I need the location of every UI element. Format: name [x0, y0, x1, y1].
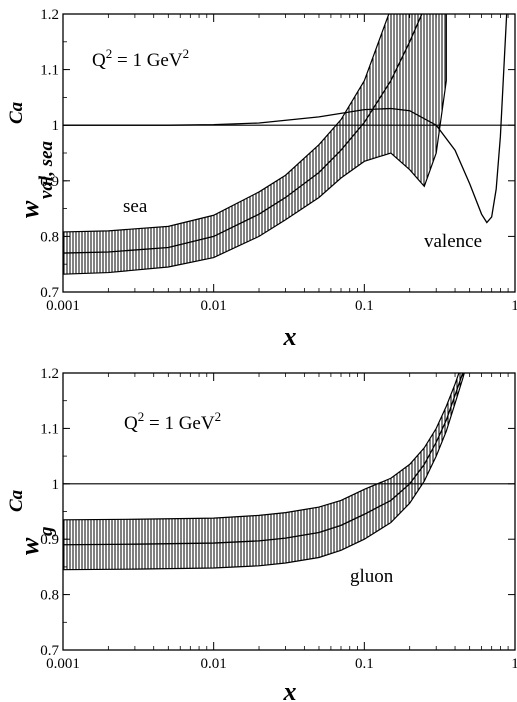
bottom-axes: 0.7 0.8 0.9 1 1.1 1.2 0.001 0.01 0.1 1	[40, 366, 517, 672]
gluon-line	[63, 373, 464, 546]
top-ytick-label: 1.2	[40, 7, 59, 23]
bottom-ytick-label: 0.7	[40, 643, 59, 659]
sea-label: sea	[123, 196, 148, 217]
top-q2-annotation: Q2 = 1 GeV2	[92, 46, 189, 71]
bottom-ytick-label: 1.1	[40, 421, 59, 437]
top-y-axis-label: w val, sea Ca	[6, 101, 57, 218]
top-xtick-label: 0.001	[46, 298, 80, 314]
bottom-xtick-label: 1	[511, 656, 517, 672]
sea-band	[63, 14, 447, 275]
bottom-ytick-label: 1	[52, 477, 60, 493]
valence-label: valence	[424, 231, 482, 252]
bottom-xlabel: x	[283, 677, 297, 702]
bottom-xtick-label: 0.001	[46, 656, 80, 672]
top-ylabel-superscript: Ca	[6, 101, 27, 124]
bottom-plot-area	[63, 373, 515, 571]
top-panel: w val, sea Ca 0.70.80.911.11.20.001 0.01 0…	[6, 7, 517, 351]
top-ytick-label: 1.1	[40, 63, 59, 79]
bottom-ytick-label: 1.2	[40, 366, 59, 382]
top-xtick-label: 1	[511, 298, 517, 314]
sea-line	[63, 14, 423, 254]
bottom-ytick-label: 0.9	[40, 532, 59, 548]
gluon-label: gluon	[350, 566, 394, 587]
bottom-ylabel-subscript: g	[36, 527, 57, 538]
bottom-ytick-label: 0.8	[40, 588, 59, 604]
top-xlabel: x	[283, 322, 297, 351]
top-ytick-label: 0.9	[40, 174, 59, 190]
top-ylabel-main: w	[15, 200, 44, 218]
top-ytick-label: 0.7	[40, 285, 59, 301]
top-ytick-label: 0.8	[40, 229, 59, 245]
top-ylabel-subscript: val, sea	[36, 140, 57, 199]
top-plot-area	[63, 14, 515, 275]
bottom-q2-annotation: Q2 = 1 GeV2	[124, 409, 221, 434]
valence-line	[63, 14, 508, 224]
bottom-ylabel-superscript: Ca	[6, 489, 27, 512]
bottom-xtick-label: 0.1	[355, 656, 374, 672]
top-axes: 0.7 0.8 0.9 1 1.1 1.2 0.001 0.01 0.1 1	[40, 7, 517, 314]
gluon-band	[63, 373, 465, 571]
top-xtick-label: 0.01	[201, 298, 227, 314]
bottom-xtick-label: 0.01	[201, 656, 227, 672]
bottom-ylabel-main: w	[15, 537, 44, 555]
top-ytick-label: 1	[52, 118, 60, 134]
bottom-y-axis-label: w g Ca	[6, 489, 57, 555]
top-xtick-label: 0.1	[355, 298, 374, 314]
bottom-panel: w g Ca 0.7 0.8 0.9 1 1.1 1.2 0.001 0.01 0.1 1 Q2 …	[6, 366, 517, 702]
